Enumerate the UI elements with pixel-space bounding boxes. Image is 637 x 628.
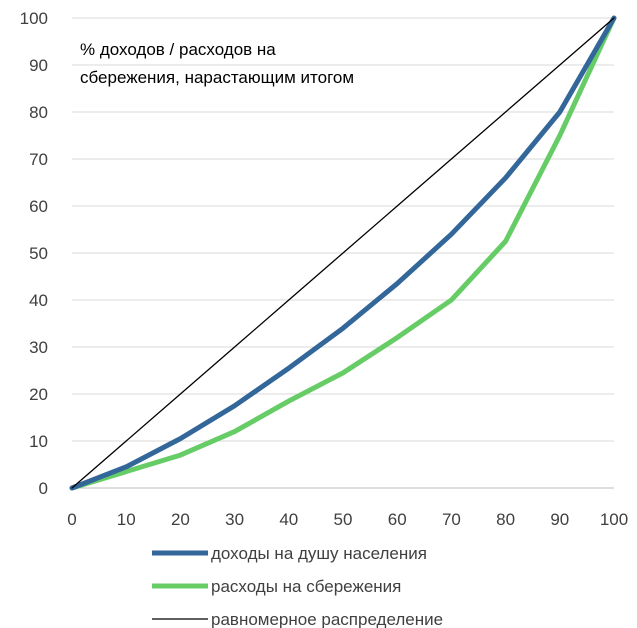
legend-label-3: равномерное распределение bbox=[211, 610, 443, 628]
chart-annotation-line-1: % доходов / расходов на bbox=[80, 40, 276, 59]
legend: доходы на душу населения расходы на сбере… bbox=[152, 544, 443, 628]
y-tick-label: 0 bbox=[39, 479, 48, 498]
y-axis-tick-labels: 0 10 20 30 40 50 60 70 80 90 100 bbox=[20, 9, 48, 498]
y-tick-label: 100 bbox=[20, 9, 48, 28]
x-tick-label: 90 bbox=[550, 510, 569, 529]
x-axis-tick-labels: 0 10 20 30 40 50 60 70 80 90 100 bbox=[67, 510, 628, 529]
x-tick-label: 0 bbox=[67, 510, 76, 529]
legend-label-2: расходы на сбережения bbox=[211, 577, 401, 596]
series-line-3 bbox=[71, 17, 615, 489]
legend-label-1: доходы на душу населения bbox=[211, 544, 427, 563]
x-tick-label: 50 bbox=[334, 510, 353, 529]
x-tick-label: 30 bbox=[225, 510, 244, 529]
y-tick-label: 30 bbox=[29, 338, 48, 357]
x-tick-label: 20 bbox=[171, 510, 190, 529]
y-tick-label: 80 bbox=[29, 103, 48, 122]
x-tick-label: 100 bbox=[600, 510, 628, 529]
y-tick-label: 90 bbox=[29, 56, 48, 75]
y-tick-label: 50 bbox=[29, 244, 48, 263]
series-line-1 bbox=[69, 15, 617, 491]
x-tick-label: 70 bbox=[442, 510, 461, 529]
y-tick-label: 40 bbox=[29, 291, 48, 310]
y-tick-label: 10 bbox=[29, 432, 48, 451]
x-tick-label: 60 bbox=[388, 510, 407, 529]
y-tick-label: 20 bbox=[29, 385, 48, 404]
y-tick-label: 70 bbox=[29, 150, 48, 169]
x-tick-label: 80 bbox=[496, 510, 515, 529]
x-tick-label: 40 bbox=[279, 510, 298, 529]
x-tick-label: 10 bbox=[117, 510, 136, 529]
y-tick-label: 60 bbox=[29, 197, 48, 216]
series-lines bbox=[69, 15, 617, 491]
series-line-2 bbox=[69, 15, 617, 491]
chart-annotation-line-2: сбережения, нарастающим итогом bbox=[80, 68, 354, 87]
